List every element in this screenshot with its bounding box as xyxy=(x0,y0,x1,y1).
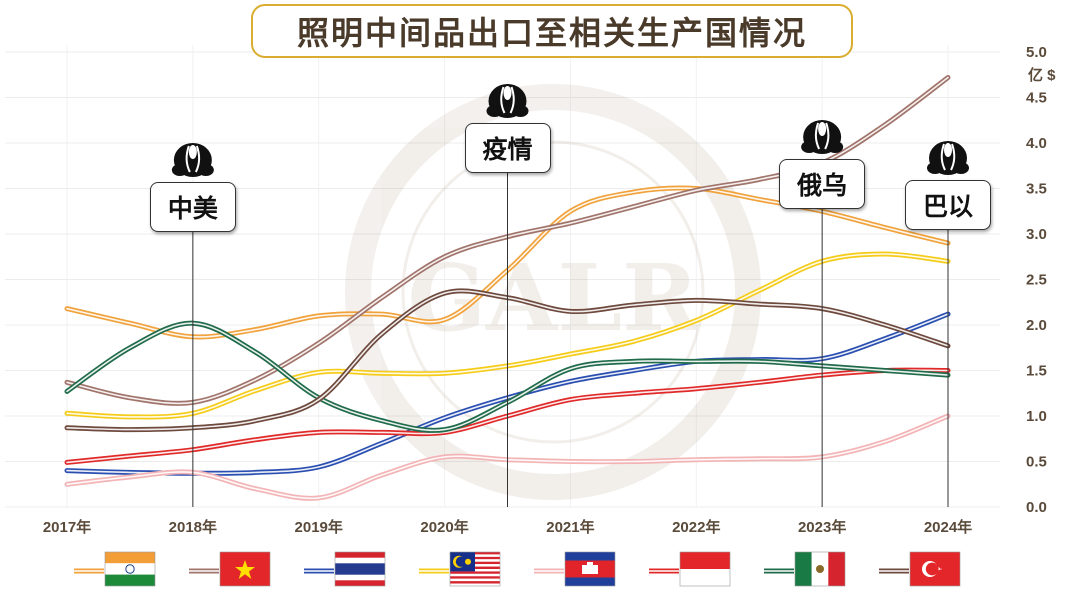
y-tick-label: 1.5 xyxy=(1026,363,1047,380)
flag-thailand-icon xyxy=(334,551,386,587)
x-tick-label: 2017年 xyxy=(43,518,91,536)
legend-item-thailand xyxy=(302,551,412,587)
chart-title-box: 照明中间品出口至相关生产国情况 xyxy=(251,4,853,58)
legend-item-malaysia xyxy=(417,551,527,587)
legend-item-vietnam xyxy=(187,551,297,587)
series-inner-malaysia xyxy=(66,253,949,418)
event-label: 俄乌 xyxy=(779,159,866,209)
flag-cambodia-icon xyxy=(564,551,616,587)
x-tick-label: 2024年 xyxy=(924,518,972,536)
event-label: 疫情 xyxy=(464,123,551,173)
x-tick-label: 2022年 xyxy=(672,518,720,536)
bomb-icon xyxy=(927,141,969,175)
y-tick-label: 3.5 xyxy=(1026,181,1047,198)
series-line-mexico xyxy=(64,320,951,433)
y-tick-label: 0.5 xyxy=(1026,454,1047,471)
legend-item-mexico xyxy=(762,551,872,587)
x-tick-label: 2018年 xyxy=(169,518,217,536)
bomb-icons xyxy=(171,84,969,177)
flag-turkey-icon xyxy=(909,551,961,587)
annotation-lines xyxy=(192,171,949,507)
legend-item-indonesia xyxy=(647,551,757,587)
y-tick-label: 1.0 xyxy=(1026,408,1047,425)
y-tick-label: 4.5 xyxy=(1026,90,1047,107)
x-tick-label: 2019年 xyxy=(295,518,343,536)
flag-mexico-icon xyxy=(794,551,846,587)
series-inner-mexico xyxy=(66,322,949,432)
y-tick-labels: 0.0 0.5 1.0 1.5 2.0 2.5 3.0 3.5 4.0 4.5 5.0 xyxy=(1026,44,1047,516)
bomb-icon xyxy=(171,143,214,177)
y-tick-label: 2.0 xyxy=(1026,317,1047,334)
y-tick-label: 4.0 xyxy=(1026,135,1047,152)
y-tick-label: 3.0 xyxy=(1026,226,1047,243)
x-tick-labels: 2017年 2018年 2019年 2020年 2021年 2022年 2023年 2024年 xyxy=(43,518,972,536)
flag-vietnam-icon xyxy=(219,551,271,587)
flag-malaysia-icon xyxy=(449,551,501,587)
x-tick-label: 2020年 xyxy=(420,518,468,536)
bomb-icon xyxy=(486,84,529,118)
event-label: 中美 xyxy=(149,182,236,232)
legend-item-cambodia xyxy=(532,551,642,587)
legend-item-turkey xyxy=(877,551,987,587)
y-axis-label: 亿 $ xyxy=(1028,67,1056,84)
event-label: 巴以 xyxy=(905,180,991,230)
series-line-malaysia xyxy=(64,251,951,420)
y-tick-label: 2.5 xyxy=(1026,272,1047,289)
x-tick-label: 2023年 xyxy=(798,518,846,536)
flag-india-icon xyxy=(104,551,156,587)
chart-title: 照明中间品出口至相关生产国情况 xyxy=(296,14,807,52)
flag-indonesia-icon xyxy=(679,551,731,587)
legend-item-india xyxy=(72,551,182,587)
bomb-icon xyxy=(801,120,844,154)
y-tick-label: 0.0 xyxy=(1026,499,1047,516)
y-tick-label: 5.0 xyxy=(1026,44,1047,61)
x-tick-label: 2021年 xyxy=(546,518,594,536)
